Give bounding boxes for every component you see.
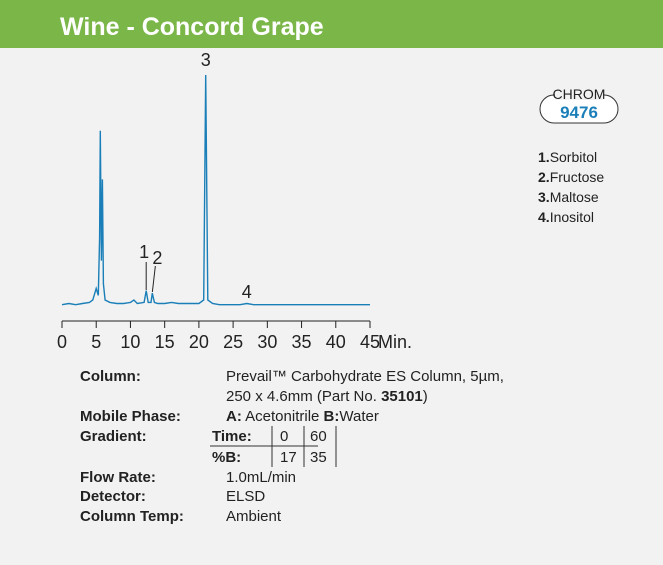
- text: 250 x 4.6mm (Part No.: [226, 388, 381, 405]
- text: Acetonitrile: [242, 408, 324, 425]
- compound-number: 1.: [538, 149, 550, 165]
- x-tick-label: 15: [155, 332, 175, 352]
- peak-label: 2: [152, 248, 162, 268]
- x-tick-label: 25: [223, 332, 243, 352]
- x-tick-label: 0: [57, 332, 67, 352]
- compound: 3.Maltose: [538, 189, 599, 205]
- peak-pointer: [151, 265, 156, 293]
- cond-value: Prevail™ Carbohydrate ES Column, 5µm,: [226, 368, 504, 385]
- x-tick-label: 40: [326, 332, 346, 352]
- chromatogram-trace: [61, 74, 370, 306]
- text: Water: [339, 408, 378, 425]
- text: A:: [226, 408, 242, 425]
- x-tick-label: 30: [257, 332, 277, 352]
- badge-gap: [555, 90, 603, 100]
- compound-number: 4.: [538, 209, 550, 225]
- text: 35101: [381, 388, 423, 405]
- cond-value: A: Acetonitrile B:Water: [226, 408, 379, 425]
- x-tick-label: 10: [120, 332, 140, 352]
- compound: 1.Sorbitol: [538, 149, 597, 165]
- text: ): [423, 388, 428, 405]
- peak-label: 1: [139, 242, 149, 262]
- cond-label: Gradient:: [80, 428, 147, 445]
- x-tick-label: 35: [292, 332, 312, 352]
- cond-value: Ambient: [226, 508, 282, 525]
- badge-top: CHROM: [553, 86, 606, 102]
- cond-value: ELSD: [226, 488, 265, 505]
- table-cell: 0: [280, 428, 288, 445]
- table-cell: 35: [310, 449, 327, 466]
- compound-number: 3.: [538, 189, 550, 205]
- compound-name: Fructose: [550, 169, 605, 185]
- cond-label: Flow Rate:: [80, 469, 156, 486]
- table-cell: %B:: [212, 449, 241, 466]
- x-axis-unit: Min.: [378, 332, 412, 352]
- x-tick-label: 45: [360, 332, 380, 352]
- compound-name: Sorbitol: [550, 149, 597, 165]
- chart-title: Wine - Concord Grape: [60, 13, 324, 41]
- x-tick-label: 5: [91, 332, 101, 352]
- table-cell: 60: [310, 428, 327, 445]
- compound: 2.Fructose: [538, 169, 604, 185]
- peak-label: 4: [242, 282, 252, 302]
- compound-name: Inositol: [550, 209, 594, 225]
- peak-label: 3: [201, 50, 211, 70]
- cond-label: Detector:: [80, 488, 146, 505]
- x-tick-label: 20: [189, 332, 209, 352]
- cond-label: Column Temp:: [80, 508, 184, 525]
- cond-label: Mobile Phase:: [80, 408, 181, 425]
- compound-number: 2.: [538, 169, 550, 185]
- table-cell: Time:: [212, 428, 252, 445]
- table-cell: 17: [280, 449, 297, 466]
- header-bar: [0, 0, 663, 48]
- cond-value: 1.0mL/min: [226, 469, 296, 486]
- cond-label: Column:: [80, 368, 141, 385]
- cond-value: 250 x 4.6mm (Part No. 35101): [226, 388, 428, 405]
- compound: 4.Inositol: [538, 209, 594, 225]
- text: B:: [324, 408, 340, 425]
- badge-number: 9476: [560, 103, 598, 122]
- compound-name: Maltose: [550, 189, 599, 205]
